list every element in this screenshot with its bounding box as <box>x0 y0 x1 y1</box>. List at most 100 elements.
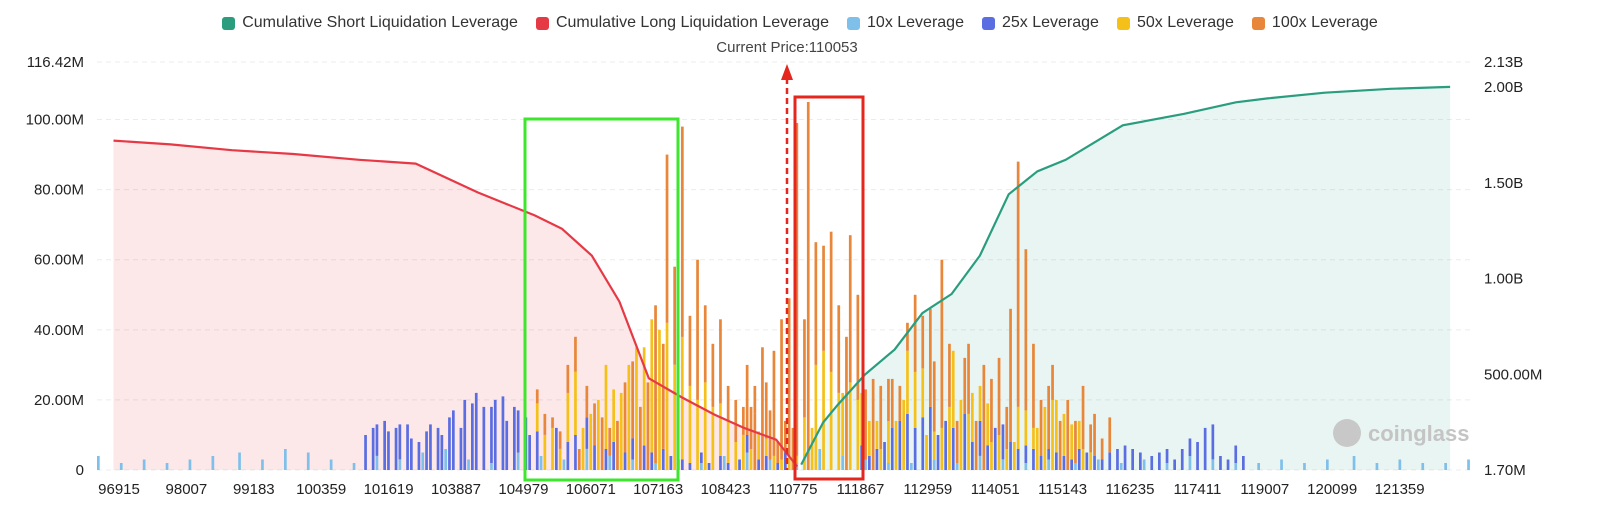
legend-item-1[interactable]: Cumulative Long Liquidation Leverage <box>535 14 829 32</box>
legend-item-5[interactable]: 100x Leverage <box>1251 14 1378 32</box>
bar-100x <box>1005 406 1009 449</box>
bar-10x <box>261 459 264 470</box>
bar-50x <box>581 427 585 470</box>
legend-item-3[interactable]: 25x Leverage <box>981 14 1099 32</box>
bar-25x <box>1024 445 1028 463</box>
bar-50x <box>543 435 547 470</box>
bar-100x <box>535 389 539 404</box>
bar-10x <box>654 463 657 470</box>
bar-50x <box>1043 406 1047 470</box>
legend-item-0[interactable]: Cumulative Short Liquidation Leverage <box>222 14 518 32</box>
bar-50x <box>1055 399 1058 453</box>
x-tick-label: 119007 <box>1240 481 1289 498</box>
bar-25x <box>993 427 997 470</box>
y-right-tick-label: 1.70M <box>1484 462 1526 479</box>
bar-10x <box>955 463 959 470</box>
bar-100x <box>787 298 791 456</box>
x-tick-label: 114051 <box>971 481 1020 498</box>
bar-50x <box>604 364 608 449</box>
bar-25x <box>1150 456 1154 470</box>
bar-50x <box>906 350 909 414</box>
bar-100x <box>955 420 959 463</box>
gridlines <box>97 61 1471 471</box>
bar-100x <box>753 413 757 470</box>
bar-50x <box>787 456 791 470</box>
bar-50x <box>566 392 570 442</box>
bar-100x <box>791 427 795 470</box>
bar-50x <box>1013 442 1016 470</box>
legend-label: Cumulative Short Liquidation Leverage <box>242 14 518 31</box>
bar-10x <box>97 456 100 470</box>
bar-100x <box>726 385 730 421</box>
bar-25x <box>410 438 413 470</box>
bar-100x <box>1058 420 1062 470</box>
bar-100x <box>1066 399 1070 470</box>
bar-100x <box>1108 417 1112 453</box>
bar-50x <box>1032 427 1035 449</box>
bar-10x <box>1467 459 1470 470</box>
y-left-tick-label: 116.42M <box>27 54 84 71</box>
bar-10x <box>352 463 356 470</box>
bar-100x <box>646 382 650 470</box>
y-left-tick-label: 60.00M <box>34 252 84 269</box>
bar-100x <box>967 343 970 414</box>
bar-25x <box>898 420 902 470</box>
green-highlight-box <box>523 117 680 482</box>
legend-item-4[interactable]: 50x Leverage <box>1116 14 1234 32</box>
bar-10x <box>467 459 470 470</box>
bar-100x <box>845 336 848 470</box>
bar-50x <box>803 452 806 470</box>
bar-50x <box>1035 427 1039 470</box>
y-right-tick-label: 1.00B <box>1484 271 1523 288</box>
bar-10x <box>188 459 192 470</box>
y-left-tick-label: 80.00M <box>34 182 84 199</box>
bar-100x <box>749 406 753 449</box>
bar-100x <box>932 361 936 432</box>
bar-25x <box>474 392 478 470</box>
bar-25x <box>425 431 428 470</box>
bar-50x <box>589 413 593 470</box>
legend-label: 25x Leverage <box>1001 14 1099 31</box>
bar-50x <box>635 347 638 470</box>
bar-50x <box>971 392 974 442</box>
bar-25x <box>883 442 886 470</box>
bar-50x <box>887 420 890 463</box>
bar-50x <box>1070 424 1073 460</box>
bar-10x <box>1280 459 1283 470</box>
bar-50x <box>829 371 833 470</box>
bar-100x <box>1089 424 1092 453</box>
bar-10x <box>490 463 493 470</box>
bar-25x <box>452 410 455 470</box>
x-tick-label: 121359 <box>1375 481 1425 498</box>
y-right-tick-label: 2.13B <box>1484 54 1523 71</box>
bar-50x <box>822 350 825 470</box>
legend-label: 50x Leverage <box>1136 14 1234 31</box>
bar-50x <box>925 435 928 470</box>
bar-50x <box>1062 413 1066 456</box>
bar-25x <box>1062 456 1066 470</box>
bar-10x <box>722 456 726 470</box>
x-tick-label: 116235 <box>1106 481 1155 498</box>
bar-10x <box>329 459 333 470</box>
bar-25x <box>764 456 768 470</box>
bar-50x <box>627 364 631 470</box>
bar-50x <box>772 456 776 470</box>
bar-25x <box>951 427 955 470</box>
bar-100x <box>940 259 944 428</box>
bar-50x <box>619 392 623 470</box>
bar-50x <box>986 403 989 446</box>
bar-25x <box>936 435 940 470</box>
bar-50x <box>551 427 554 470</box>
bar-25x <box>944 420 947 470</box>
bar-25x <box>505 420 509 470</box>
bar-100x <box>1047 385 1050 449</box>
bar-50x <box>841 392 844 456</box>
bar-25x <box>585 417 589 449</box>
bar-100x <box>997 357 1001 435</box>
legend-item-2[interactable]: 10x Leverage <box>847 14 964 32</box>
bar-100x <box>761 435 764 470</box>
bar-25x <box>1234 445 1238 463</box>
y-left-tick-label: 100.00M <box>26 112 84 129</box>
bar-100x <box>848 235 852 383</box>
bar-10x <box>1398 459 1402 470</box>
